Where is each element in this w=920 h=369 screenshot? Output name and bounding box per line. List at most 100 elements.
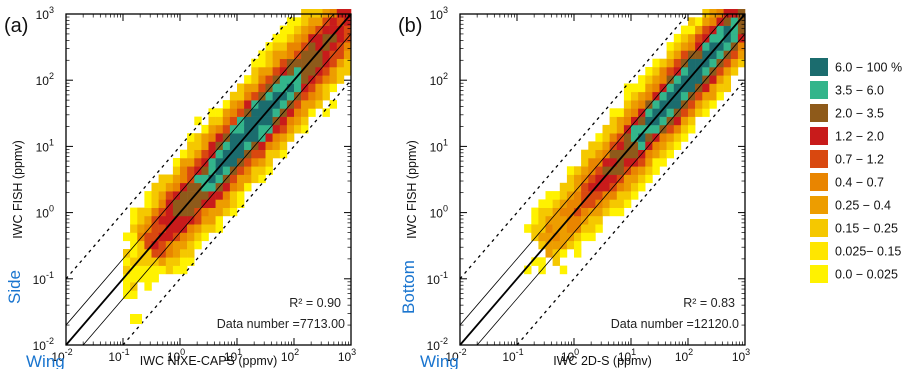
legend-swatch	[810, 242, 828, 260]
heatmap-cell	[222, 199, 231, 208]
heatmap-cell	[251, 58, 259, 68]
heatmap-cell	[244, 108, 252, 117]
heatmap-cell	[208, 224, 216, 233]
heatmap-cell	[187, 232, 195, 242]
heatmap-cell	[645, 83, 653, 93]
heatmap-cell	[180, 174, 188, 184]
heatmap-cell	[652, 67, 660, 76]
legend-label: 0.4 − 0.7	[835, 176, 884, 190]
heatmap-cell	[638, 100, 646, 109]
heatmap-cell	[272, 83, 280, 93]
heatmap-cell	[258, 124, 266, 134]
heatmap-cell	[187, 224, 195, 233]
panel-a-location-wing: Wing	[26, 352, 65, 369]
heatmap-cell	[301, 25, 309, 35]
panel-a-location-side: Side	[5, 270, 24, 304]
heatmap-cell	[229, 91, 238, 101]
heatmap-cell	[130, 207, 138, 217]
heatmap-cell	[659, 158, 667, 167]
heatmap-cell	[659, 100, 667, 109]
heatmap-cell	[680, 124, 689, 134]
heatmap-cell	[215, 124, 223, 134]
heatmap-cell	[616, 182, 625, 192]
heatmap-cell	[151, 232, 159, 242]
heatmap-cell	[638, 182, 646, 192]
heatmap-cell	[137, 240, 145, 250]
heatmap-cell	[574, 240, 582, 250]
heatmap-cell	[237, 191, 245, 200]
heatmap-cell	[286, 42, 295, 51]
heatmap-cell	[343, 25, 352, 35]
heatmap-cell	[673, 67, 682, 76]
heatmap-cell	[244, 133, 252, 142]
heatmap-cell	[279, 83, 288, 93]
heatmap-cell	[609, 191, 617, 200]
heatmap-cell	[272, 133, 280, 142]
heatmap-cell	[258, 108, 266, 117]
heatmap-cell	[730, 50, 739, 59]
heatmap-cell	[588, 224, 596, 233]
heatmap-cell	[673, 58, 682, 68]
heatmap-cell	[130, 265, 138, 275]
heatmap-cell	[574, 166, 582, 175]
heatmap-cell	[172, 240, 181, 250]
heatmap-cell	[566, 215, 575, 225]
heatmap-cell	[237, 182, 245, 192]
heatmap-cell	[730, 67, 739, 76]
heatmap-cell	[588, 215, 596, 225]
reference-line	[122, 79, 352, 346]
heatmap-cell	[144, 191, 152, 200]
heatmap-cell	[574, 174, 582, 184]
heatmap-cell	[251, 166, 259, 175]
heatmap-cell	[588, 149, 596, 159]
heatmap-cell	[244, 83, 252, 93]
heatmap-cell	[130, 215, 138, 225]
heatmap-cell	[688, 108, 696, 117]
heatmap-cell	[538, 199, 546, 208]
heatmap-cell	[695, 67, 703, 76]
heatmap-cell	[709, 83, 717, 93]
heatmap-cell	[187, 249, 195, 258]
heatmap-cell	[638, 91, 646, 101]
heatmap-cell	[237, 91, 245, 101]
heatmap-cell	[652, 158, 660, 167]
heatmap-cell	[638, 158, 646, 167]
heatmap-cell	[688, 116, 696, 126]
heatmap-cell	[638, 124, 646, 134]
heatmap-cell	[215, 108, 223, 117]
heatmap-cell	[638, 141, 646, 150]
heatmap-cell	[588, 166, 596, 175]
heatmap-cell	[616, 166, 625, 175]
heatmap-cell	[294, 50, 302, 59]
heatmap-cell	[172, 224, 181, 233]
heatmap-cell	[329, 9, 337, 18]
heatmap-cell	[695, 17, 703, 26]
heatmap-cell	[279, 149, 288, 159]
heatmap-cell	[336, 17, 345, 26]
heatmap-cell	[602, 149, 610, 159]
heatmap-cell	[286, 108, 295, 117]
heatmap-cell	[251, 149, 259, 159]
heatmap-cell	[308, 33, 316, 43]
heatmap-cell	[237, 83, 245, 93]
heatmap-cell	[329, 25, 337, 35]
heatmap-cell	[315, 75, 323, 84]
x-tick-label: 102	[281, 347, 299, 364]
reference-line	[459, 13, 746, 346]
heatmap-cell	[680, 75, 689, 84]
heatmap-cell	[315, 33, 323, 43]
heatmap-cell	[709, 25, 717, 35]
heatmap-cell	[286, 58, 295, 68]
heatmap-cell	[652, 75, 660, 84]
heatmap-cell	[144, 199, 152, 208]
heatmap-cell	[151, 273, 159, 283]
heatmap-cell	[688, 50, 696, 59]
heatmap-cell	[616, 108, 625, 117]
heatmap-cell	[329, 67, 337, 76]
heatmap-cell	[702, 17, 710, 26]
heatmap-cell	[336, 25, 345, 35]
heatmap-cell	[258, 166, 266, 175]
heatmap-cell	[638, 116, 646, 126]
heatmap-cell	[244, 75, 252, 84]
heatmap-cell	[702, 108, 710, 117]
